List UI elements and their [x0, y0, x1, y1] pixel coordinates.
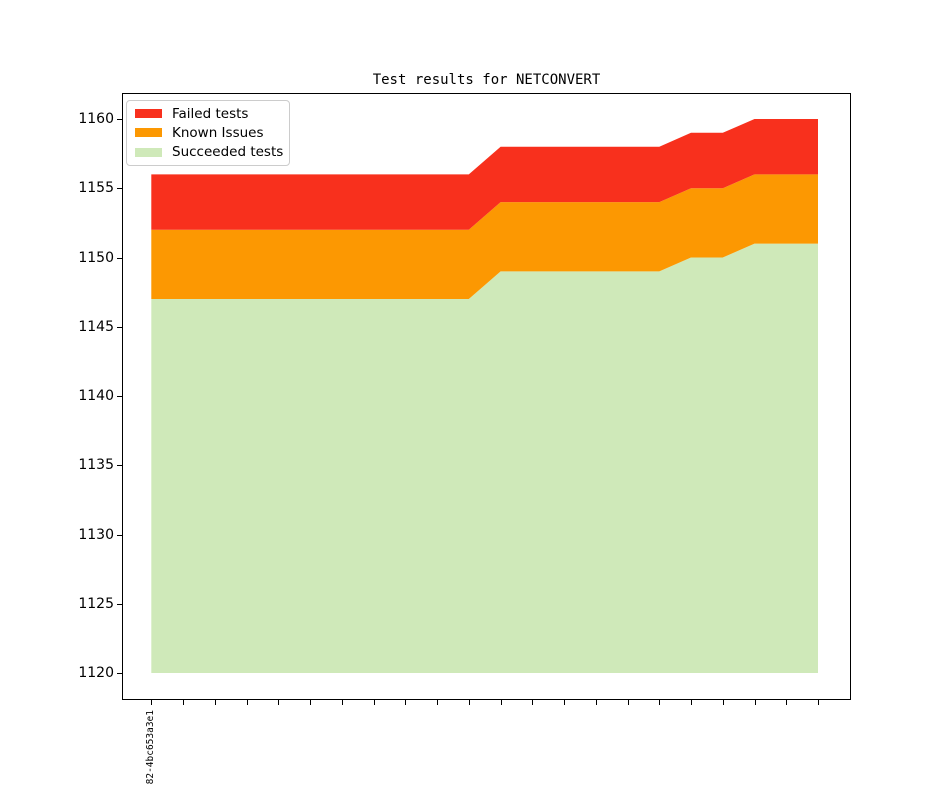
- x-tick-mark: [786, 700, 787, 705]
- x-tick-mark: [532, 700, 533, 705]
- x-commit-label: 82-4bc653a3e1: [145, 710, 157, 785]
- stacked-area-chart: [151, 119, 819, 673]
- failed-tests-swatch: [135, 109, 162, 119]
- y-tick-label: 1145: [78, 318, 114, 335]
- x-tick-mark: [818, 700, 819, 705]
- x-tick-mark: [628, 700, 629, 705]
- y-tick-label: 1150: [78, 249, 114, 266]
- y-tick-mark: [117, 604, 122, 605]
- x-tick-mark: [183, 700, 184, 705]
- x-tick-mark: [374, 700, 375, 705]
- x-tick-mark: [723, 700, 724, 705]
- x-tick-mark: [278, 700, 279, 705]
- y-tick-mark: [117, 396, 122, 397]
- x-tick-mark: [151, 700, 152, 705]
- y-tick-mark: [117, 188, 122, 189]
- y-tick-label: 1125: [78, 595, 114, 612]
- y-tick-mark: [117, 119, 122, 120]
- legend-item-succeeded: Succeeded tests: [127, 143, 289, 161]
- area-known-issues: [151, 174, 819, 299]
- x-tick-mark: [564, 700, 565, 705]
- x-tick-mark: [501, 700, 502, 705]
- x-tick-mark: [755, 700, 756, 705]
- x-tick-mark: [405, 700, 406, 705]
- legend-item-failed: Failed tests: [127, 105, 289, 123]
- x-tick-mark: [691, 700, 692, 705]
- y-tick-label: 1120: [78, 665, 114, 681]
- area-succeeded-tests: [151, 243, 819, 673]
- y-tick-label: 1130: [78, 526, 114, 543]
- y-tick-mark: [117, 673, 122, 674]
- y-tick-mark: [117, 535, 122, 536]
- x-tick-mark: [215, 700, 216, 705]
- legend-label-succeeded: Succeeded tests: [172, 144, 284, 161]
- y-tick-mark: [117, 258, 122, 259]
- legend: Failed tests Known Issues Succeeded test…: [126, 100, 290, 166]
- y-tick-mark: [117, 327, 122, 328]
- x-tick-mark: [310, 700, 311, 705]
- legend-label-failed: Failed tests: [172, 105, 249, 122]
- x-tick-mark: [469, 700, 470, 705]
- known-issues-swatch: [135, 128, 162, 138]
- y-tick-label: 1155: [78, 180, 114, 197]
- chart-title: Test results for NETCONVERT: [372, 72, 601, 88]
- y-tick-label: 1160: [78, 111, 114, 127]
- legend-item-known: Known Issues: [127, 124, 289, 142]
- succeeded-tests-swatch: [135, 147, 162, 157]
- legend-label-known: Known Issues: [172, 124, 264, 141]
- x-tick-mark: [247, 700, 248, 705]
- x-tick-mark: [659, 700, 660, 705]
- y-tick-label: 1135: [78, 457, 114, 474]
- y-tick-mark: [117, 465, 122, 466]
- x-tick-mark: [437, 700, 438, 705]
- x-tick-mark: [342, 700, 343, 705]
- y-tick-label: 1140: [78, 388, 114, 404]
- x-tick-mark: [596, 700, 597, 705]
